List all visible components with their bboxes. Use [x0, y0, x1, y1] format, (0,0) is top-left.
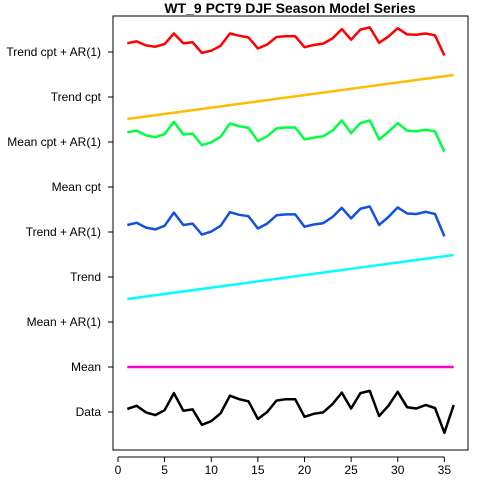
- series-line: [127, 119, 446, 153]
- series-layer: [126, 26, 455, 434]
- x-tick-label: 20: [298, 463, 312, 477]
- chart-title: WT_9 PCT9 DJF Season Model Series: [164, 0, 416, 16]
- row-labels: Trend cpt + AR(1) Trend cpt Mean cpt + AR(…: [6, 45, 113, 419]
- row-label: Trend: [70, 270, 101, 284]
- plot-area: [112, 15, 469, 451]
- x-tick-label: 5: [161, 463, 168, 477]
- series-line: [127, 253, 454, 301]
- x-tick-label: 25: [344, 463, 358, 477]
- row-label: Mean cpt + AR(1): [7, 135, 101, 149]
- x-tick-label: 15: [251, 463, 265, 477]
- row-label: Mean cpt: [52, 180, 102, 194]
- row-label: Mean: [71, 360, 101, 374]
- row-label: Trend cpt + AR(1): [6, 45, 101, 59]
- x-tick-label: 35: [438, 463, 452, 477]
- x-axis: 0 5 10 15 20 25 30 35: [115, 456, 452, 477]
- x-tick-label: 30: [391, 463, 405, 477]
- series-line: [127, 73, 454, 121]
- row-label: Trend cpt: [51, 90, 102, 104]
- x-tick-label: 0: [115, 463, 122, 477]
- row-label: Data: [76, 405, 102, 419]
- series-line: [127, 26, 446, 57]
- row-label: Mean + AR(1): [27, 315, 101, 329]
- series-line: [126, 389, 455, 434]
- x-tick-label: 10: [205, 463, 219, 477]
- series-line: [127, 205, 446, 237]
- row-label: Trend + AR(1): [26, 225, 101, 239]
